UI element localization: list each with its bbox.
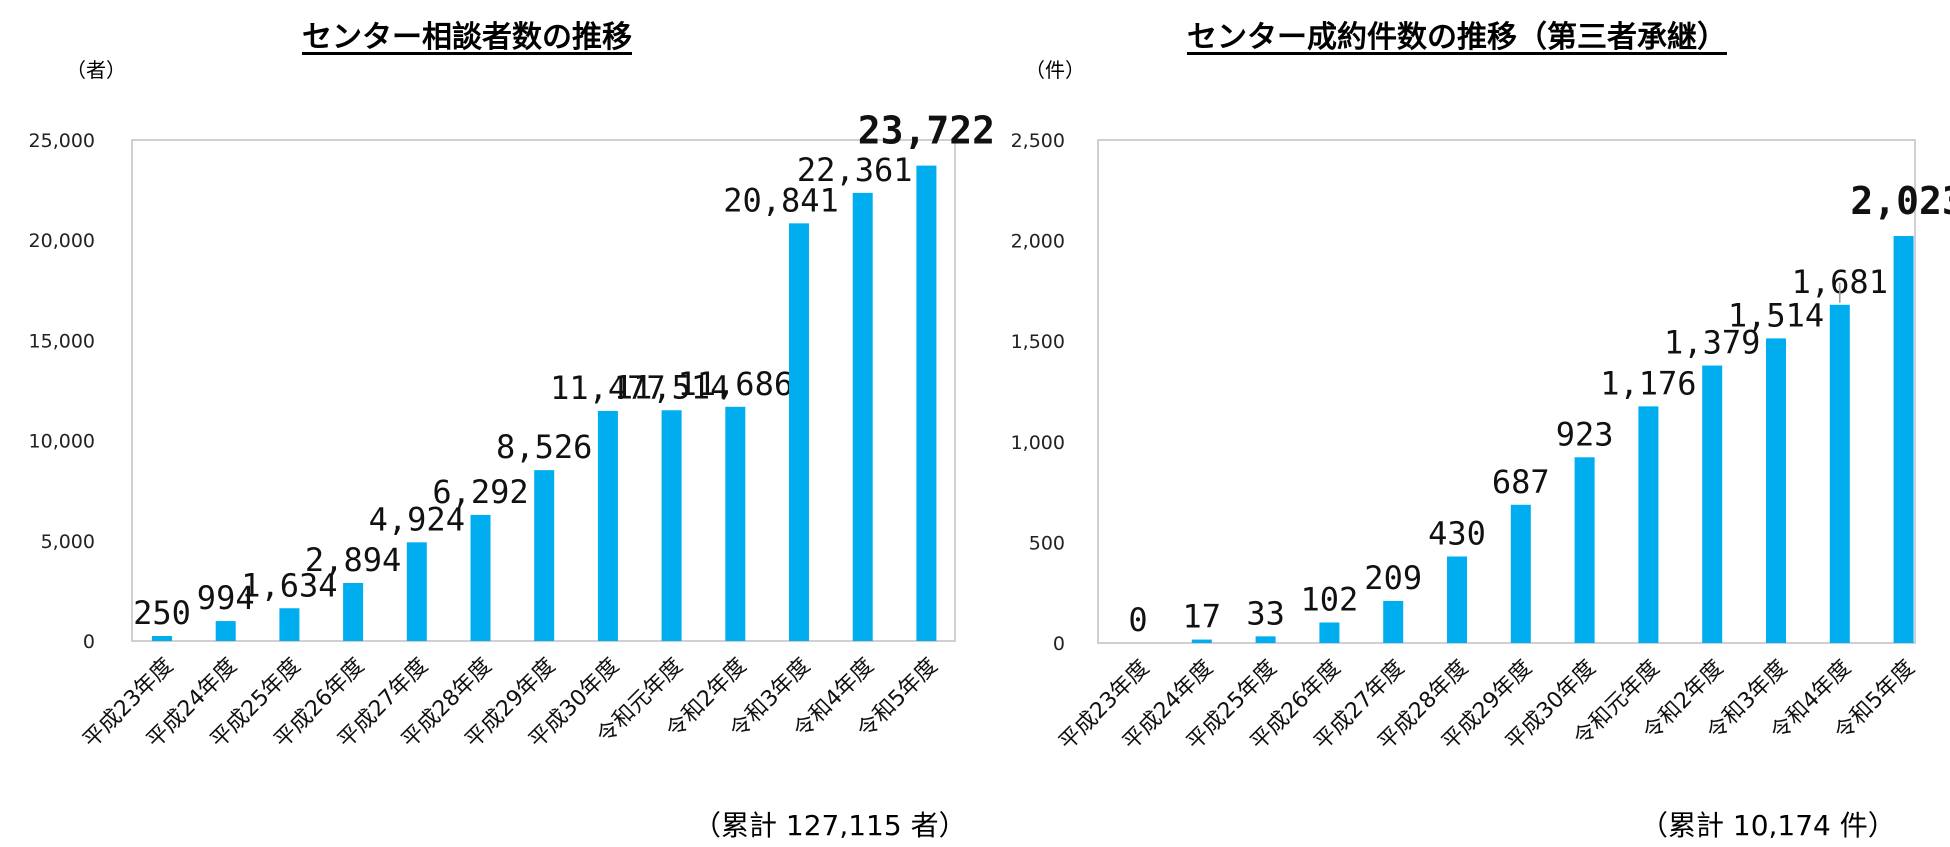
contracts-bar [1893,235,1914,643]
contracts-y-tick: 500 [1029,532,1065,554]
consultations-bar [215,621,236,641]
consultations-chart-title: センター相談者数の推移 [302,20,632,55]
consultations-y-tick: 5,000 [41,531,95,553]
consultations-bar [725,406,746,641]
contracts-data-label: 17 [1183,598,1222,636]
consultations-y-tick: 15,000 [29,330,95,352]
consultations-data-label: 22,361 [797,151,913,189]
consultations-chart-panel: 25,000 20,000 15,000 10,000 5,000 0 250 平成23年度 9… [29,20,996,842]
contracts-y-tick: 2,500 [1011,130,1065,152]
consultations-bar [534,470,555,641]
contracts-data-label: 1,514 [1728,296,1824,334]
consultations-bar [916,165,937,641]
consultations-data-label: 250 [133,594,191,632]
consultations-y-tick: 0 [83,631,95,653]
contracts-bar [1191,639,1212,643]
consultations-bar [279,608,300,641]
consultations-y-tick: 25,000 [29,130,95,152]
contracts-bar [1383,600,1404,643]
contracts-bar [1702,365,1723,643]
consultations-chart: 25,00020,00015,00010,0005,0000250平成23年度9… [29,109,996,754]
contracts-chart-title: センター成約件数の推移（第三者承継） [1187,20,1727,55]
consultations-data-label: 4,924 [369,500,465,538]
consultations-data-label: 11,514 [614,368,730,406]
consultations-bar [470,514,491,641]
contracts-y-tick: 2,000 [1011,231,1065,253]
contracts-chart-panel: 2,500 2,000 1,500 1,000 500 0 0 平成23年度 17 平成24年度 3… [975,0,1950,847]
contracts-data-label: 209 [1364,559,1422,597]
contracts-data-label: 0 [1128,601,1147,639]
contracts-data-label: 687 [1492,463,1550,501]
contracts-total: （累計 10,174 件） [1640,809,1896,842]
contracts-data-label: 1,176 [1600,364,1696,402]
consultations-data-label: 20,841 [723,181,839,219]
consultations-data-label: 8,526 [496,428,592,466]
consultations-y-tick: 10,000 [29,431,95,453]
contracts-data-label: 102 [1301,580,1359,618]
consultations-bar [406,542,427,641]
consultations-data-label: 1,634 [241,566,337,604]
contracts-bar [1574,457,1595,643]
consultations-data-label: 11,686 [678,365,794,403]
consultations-total: （累計 127,115 者） [693,809,967,842]
consultations-y-unit: （者） [66,58,126,82]
contracts-plot-frame [1097,139,1916,644]
contracts-data-label: 430 [1428,514,1486,552]
contracts-bar [1510,504,1531,643]
contracts-bar [1766,338,1786,643]
contracts-y-unit: （件） [1025,58,1085,82]
contracts-bar [1638,406,1659,643]
consultations-data-label: 6,292 [432,473,528,511]
consultations-bar [152,635,172,641]
consultations-data-label: 2,894 [305,541,401,579]
contracts-y-tick: 1,000 [1011,432,1065,454]
contracts-bar [1319,622,1340,643]
consultations-data-label: 11,477 [550,369,666,407]
contracts-data-label: 1,379 [1664,324,1760,362]
consultations-bar [789,223,809,641]
contracts-data-label: 33 [1246,594,1285,632]
contracts-bar [1829,304,1850,643]
contracts-chart: 2,5002,0001,5001,00050000平成23年度17平成24年度3… [1011,130,1950,755]
contracts-bar [1255,636,1276,643]
consultations-bar [661,410,682,641]
consultations-bar [343,583,364,641]
contracts-data-label: 2,023 [1850,179,1950,223]
contracts-bar [1447,556,1467,643]
contracts-y-tick: 0 [1053,633,1065,655]
contracts-y-tick: 1,500 [1011,331,1065,353]
consultations-bar [852,192,873,641]
consultations-y-tick: 20,000 [29,230,95,252]
consultations-data-label: 23,722 [858,109,995,153]
contracts-data-label: 923 [1556,415,1614,453]
consultations-bar [597,411,618,641]
consultations-data-label: 994 [197,579,255,617]
